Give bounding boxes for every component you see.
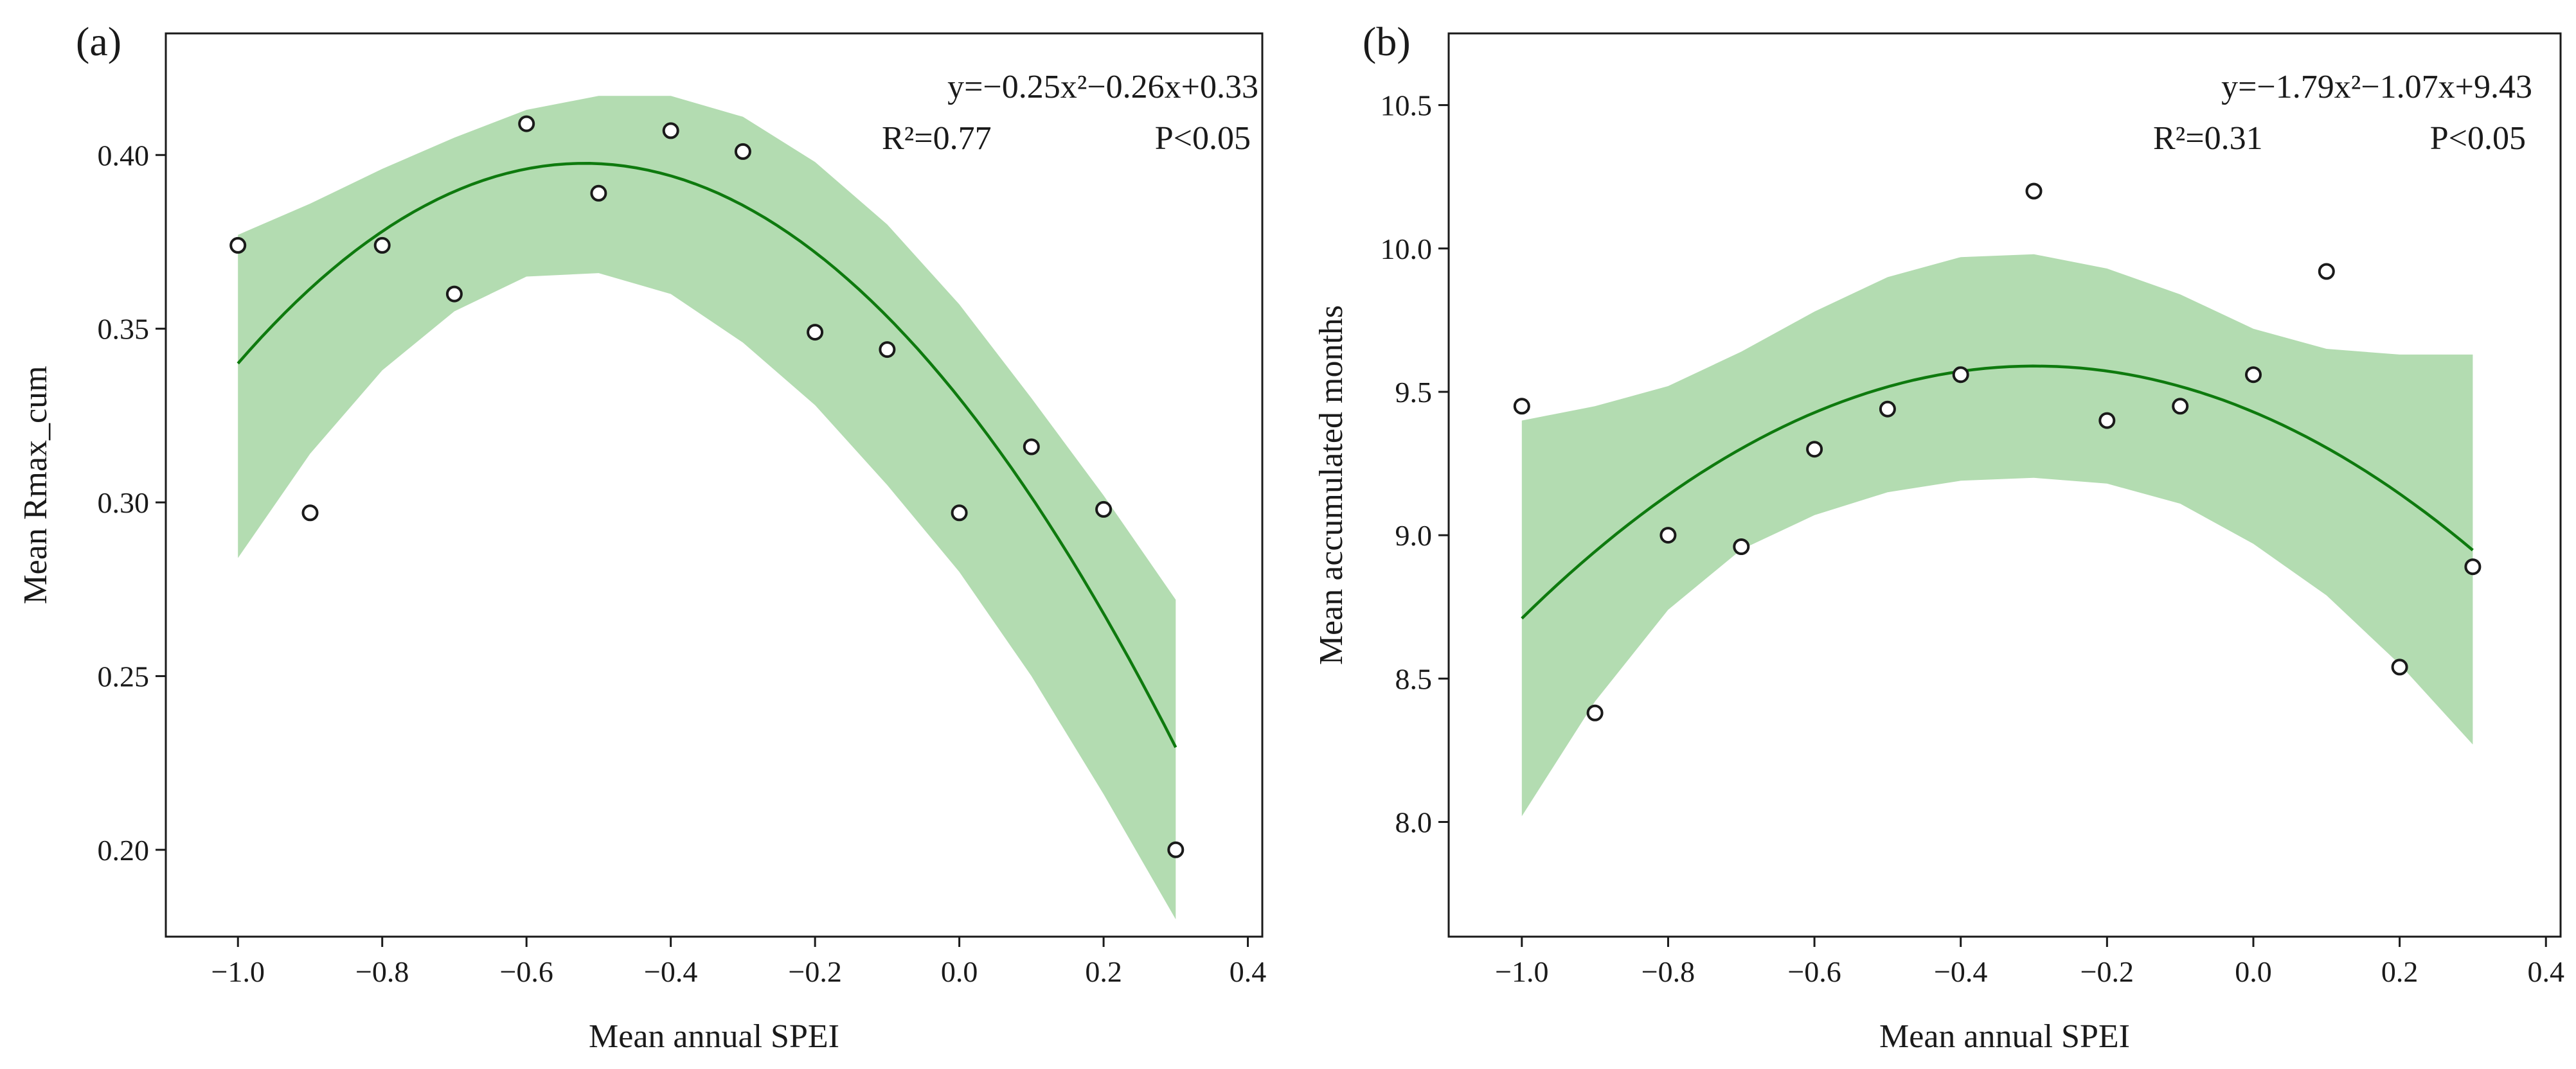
panel-b-data-point (1952, 366, 1969, 384)
panel-a-x-tick-label: −1.0 (211, 955, 265, 988)
panel-b-data-point (2391, 658, 2408, 676)
panel-a-r-squared: R²=0.77 (882, 120, 992, 157)
panel-b-data-point (1586, 704, 1604, 721)
panel-b-x-axis-ticks: −1.0 −0.8 −0.6 −0.4 −0.2 0.0 0.2 0.4 (1495, 937, 2564, 988)
panel-a-data-point (734, 143, 751, 160)
panel-b-plot-frame (1447, 32, 2562, 938)
panel-b-x-tick-label: −0.4 (1934, 955, 1987, 988)
panel-b-data-point (2464, 558, 2482, 576)
panel-b-data-point (2245, 366, 2262, 384)
panel-b-data-point (1879, 400, 1896, 418)
panel-a-data-point (662, 122, 679, 139)
panel-b-label: (b) (1363, 19, 1411, 64)
panel-a-data-point (951, 504, 968, 522)
panel-b-x-tick-label: −0.6 (1787, 955, 1841, 988)
panel-a-confidence-band (238, 96, 1176, 919)
panel-a-fit-line (237, 162, 1177, 748)
panel-a-data-point (590, 184, 607, 202)
panel-a-x-tick-label: −0.4 (644, 955, 697, 988)
panel-b-y-tick-label: 8.5 (1395, 662, 1433, 695)
panel-a-points-group (229, 115, 1185, 858)
panel-b-y-tick-label: 9.0 (1395, 519, 1433, 552)
panel-a-x-tick-label: 0.2 (1085, 955, 1122, 988)
panel-a-y-tick-label: 0.35 (98, 313, 150, 346)
panel-a-x-tick-label: 0.4 (1230, 955, 1267, 988)
panel-a-data-point (807, 324, 824, 341)
panel-b-x-axis-label: Mean annual SPEI (1879, 1018, 2130, 1055)
panel-b-data-point (2318, 263, 2335, 280)
panel-a-y-tick-label: 0.20 (98, 834, 150, 867)
panel-b-y-tick-label: 10.0 (1381, 233, 1433, 265)
panel-b-data-point (1733, 538, 1750, 555)
panel-b-confidence-band-group (1521, 254, 2473, 817)
panel-a-data-point (879, 341, 896, 358)
panel-b-x-tick-label: −1.0 (1495, 955, 1548, 988)
panel-b-data-point (2025, 182, 2043, 200)
panel-b-y-tick-label: 10.5 (1381, 89, 1433, 122)
panel-b-data-point (1659, 527, 1677, 544)
panel-b-y-tick-label: 9.5 (1395, 376, 1433, 409)
panel-a-data-point (445, 285, 463, 303)
panel-a-x-tick-label: −0.6 (499, 955, 553, 988)
panel-a-y-tick-label: 0.30 (98, 486, 150, 519)
panel-b-x-tick-label: 0.2 (2381, 955, 2419, 988)
panel-a-data-point (1095, 500, 1113, 518)
panel-a-x-tick-label: −0.8 (355, 955, 409, 988)
panel-a-x-axis-ticks: −1.0 −0.8 −0.6 −0.4 −0.2 0.0 0.2 0.4 (211, 937, 1267, 988)
panel-b-r-squared: R²=0.31 (2153, 120, 2263, 157)
panel-b-x-tick-label: 0.4 (2527, 955, 2564, 988)
panel-b-x-tick-label: −0.2 (2080, 955, 2134, 988)
panel-b-y-axis-label: Mean accumulated months (1313, 305, 1350, 665)
panel-a-fit-equation: y=−0.25x²−0.26x+0.33 (947, 69, 1258, 105)
panel-b-data-point (1513, 398, 1530, 415)
panel-b-x-tick-label: 0.0 (2235, 955, 2272, 988)
panel-a-fit-line-group (237, 162, 1177, 748)
panel-a-x-tick-label: 0.0 (941, 955, 978, 988)
panel-b-y-axis-ticks: 8.0 8.5 9.0 9.5 10.0 10.5 (1381, 89, 1449, 838)
panel-a-chart: (a) −1.0 −0.8 −0.6 −0.4 −0.2 0.0 0.2 0.4 0.200.… (17, 19, 1266, 1055)
panel-a-y-axis-ticks: 0.20 0.25 0.30 0.35 0.40 (98, 139, 166, 867)
panel-a-confidence-band-group (238, 96, 1176, 919)
panel-a-data-point (1023, 438, 1040, 455)
panel-a-y-tick-label: 0.40 (98, 139, 150, 172)
panel-a-data-point (373, 236, 391, 254)
panel-b-p-value: P<0.05 (2430, 120, 2526, 157)
panel-a-data-point (518, 115, 535, 132)
panel-b-data-point (2098, 412, 2116, 429)
panel-b-data-point (1806, 441, 1823, 458)
panel-b-fit-equation: y=−1.79x²−1.07x+9.43 (2221, 69, 2532, 105)
panel-b-fit-line-group (1521, 364, 2474, 620)
panel-b-fit-line (1521, 364, 2474, 620)
panel-a-x-axis-label: Mean annual SPEI (589, 1018, 839, 1055)
panel-b-x-tick-label: −0.8 (1641, 955, 1695, 988)
panel-a-data-point (1167, 841, 1185, 858)
panel-a-label: (a) (76, 19, 121, 64)
panel-b-confidence-band (1521, 254, 2473, 817)
panel-a-p-value: P<0.05 (1155, 120, 1251, 157)
panel-a-plot-frame (165, 32, 1264, 938)
panel-b-data-point (2172, 398, 2189, 415)
panel-a-x-tick-label: −0.2 (788, 955, 841, 988)
panel-a-data-point (301, 504, 319, 522)
panel-a-data-point (229, 236, 247, 254)
panel-a-y-axis-label: Mean Rmax_cum (17, 366, 54, 604)
panel-b-points-group (1513, 182, 2482, 721)
panel-a-y-tick-label: 0.25 (98, 660, 150, 693)
panel-b-chart: (b) −1.0 −0.8 −0.6 −0.4 −0.2 0.0 0.2 0.4 8.0 8.5… (1313, 19, 2564, 1055)
panel-b-y-tick-label: 8.0 (1395, 806, 1433, 838)
